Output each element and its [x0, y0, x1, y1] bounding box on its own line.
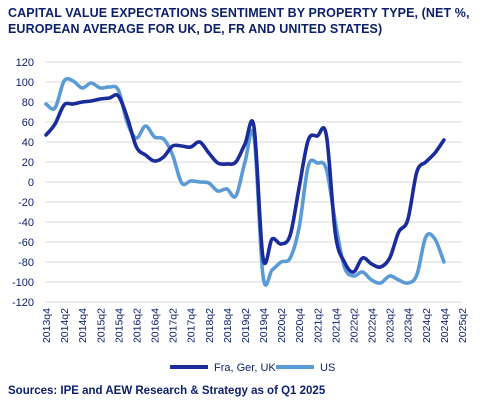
x-tick-label: 2021q2 — [312, 308, 324, 343]
x-tick-label: 2015q4 — [113, 308, 125, 343]
x-tick-label: 2025q2 — [457, 308, 469, 343]
series-line-us — [44, 76, 446, 287]
x-tick-label: 2022q4 — [367, 308, 379, 343]
legend-label: US — [320, 362, 335, 374]
x-tick-label: 2019q2 — [240, 308, 252, 343]
y-tick-label: -120 — [12, 297, 34, 309]
x-tick-label: 2024q2 — [421, 308, 433, 343]
x-tick-label: 2018q2 — [204, 308, 216, 343]
y-tick-label: 80 — [22, 97, 34, 109]
y-tick-label: 60 — [22, 117, 34, 129]
x-tick-label: 2016q2 — [131, 308, 143, 343]
y-tick-label: -20 — [18, 197, 34, 209]
x-tick-label: 2017q4 — [186, 308, 198, 343]
x-tick-label: 2013q4 — [41, 308, 53, 343]
x-tick-label: 2024q4 — [439, 308, 451, 343]
x-tick-label: 2015q2 — [95, 308, 107, 343]
x-tick-label: 2022q2 — [348, 308, 360, 343]
x-tick-label: 2020q2 — [276, 308, 288, 343]
source-note: Sources: IPE and AEW Research & Strategy… — [8, 385, 326, 397]
x-tick-label: 2019q4 — [258, 308, 270, 343]
y-tick-label: -80 — [18, 257, 34, 269]
x-tick-label: 2018q4 — [222, 308, 234, 343]
y-tick-label: 120 — [16, 57, 34, 69]
y-tick-label: 20 — [22, 157, 34, 169]
x-tick-label: 2023q2 — [385, 308, 397, 343]
x-tick-label: 2014q2 — [59, 308, 71, 343]
x-tick-label: 2016q4 — [150, 308, 162, 343]
x-tick-label: 2021q4 — [330, 308, 342, 343]
y-tick-label: 40 — [22, 137, 34, 149]
x-tick-label: 2020q4 — [294, 308, 306, 343]
chart-title: CAPITAL VALUE EXPECTATIONS SENTIMENT BY … — [8, 6, 470, 36]
y-tick-label: 100 — [16, 77, 34, 89]
y-tick-label: -60 — [18, 237, 34, 249]
x-tick-label: 2017q2 — [168, 308, 180, 343]
y-tick-label: 0 — [28, 177, 34, 189]
y-tick-label: -40 — [18, 217, 34, 229]
x-tick-label: 2014q4 — [77, 308, 89, 343]
x-tick-label: 2023q4 — [403, 308, 415, 343]
series-line-fra-ger-uk — [44, 93, 446, 274]
legend-label: Fra, Ger, UK — [214, 362, 276, 374]
y-tick-label: -100 — [12, 277, 34, 289]
